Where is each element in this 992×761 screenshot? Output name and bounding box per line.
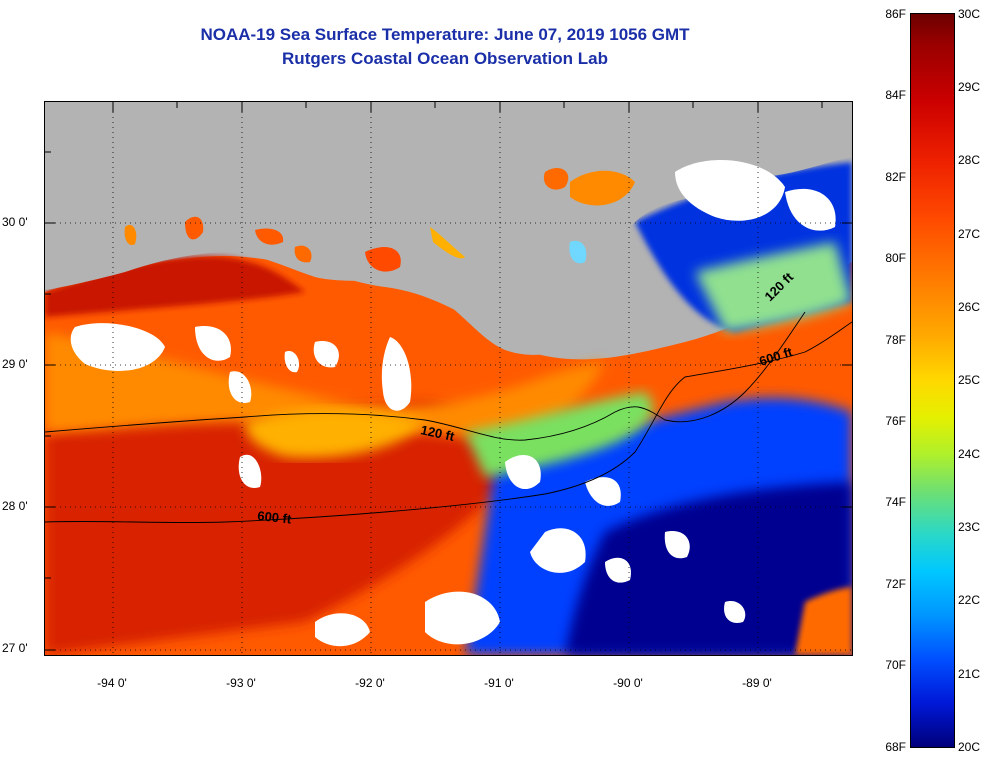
frame-ticks bbox=[45, 102, 852, 651]
colorbar-f-label: 72F bbox=[885, 577, 906, 591]
lon-label: -92 0' bbox=[355, 676, 385, 690]
land-coast bbox=[45, 102, 852, 355]
ocean-coastal-red bbox=[45, 256, 305, 317]
ocean-orange-band bbox=[45, 332, 605, 442]
colorbar-c-label: 24C bbox=[958, 447, 981, 461]
colorbar-f-label: 74F bbox=[885, 495, 906, 509]
lat-label: 30 0' bbox=[2, 215, 28, 229]
lake-5 bbox=[430, 227, 465, 259]
cloud-mask bbox=[70, 160, 836, 647]
colorbar-f-label: 76F bbox=[885, 414, 906, 428]
colorbar-c-label: 25C bbox=[958, 373, 981, 387]
colorbar-f-label: 68F bbox=[885, 740, 906, 754]
colorbar-f-label: 78F bbox=[885, 333, 906, 347]
ocean-cold-core bbox=[565, 482, 852, 655]
colorbar-f-label: 86F bbox=[885, 7, 906, 21]
lake-1 bbox=[124, 224, 137, 246]
colorbar-f-label: 84F bbox=[885, 88, 906, 102]
lake-2 bbox=[185, 216, 204, 240]
contour-label-600-west: 600 ft bbox=[257, 508, 293, 527]
colorbar-c-label: 28C bbox=[958, 153, 981, 167]
lat-label: 29 0' bbox=[2, 357, 28, 371]
colorbar-c-label: 30C bbox=[958, 7, 981, 21]
colorbar-f-label: 80F bbox=[885, 251, 906, 265]
colorbar-c-label: 23C bbox=[958, 520, 981, 534]
colorbar-f-label: 70F bbox=[885, 658, 906, 672]
colorbar-c-label: 29C bbox=[958, 80, 981, 94]
sst-map: 120 ft 600 ft 600 ft 120 ft bbox=[44, 101, 853, 656]
temperature-colorbar bbox=[910, 13, 955, 748]
lake-8 bbox=[569, 240, 587, 264]
colorbar-c-label: 20C bbox=[958, 740, 981, 754]
map-subtitle: Rutgers Coastal Ocean Observation Lab bbox=[282, 49, 608, 68]
colorbar-c-label: 27C bbox=[958, 227, 981, 241]
colorbar-c-label: 21C bbox=[958, 667, 981, 681]
lon-label: -94 0' bbox=[97, 676, 127, 690]
ocean-warm-core bbox=[45, 402, 525, 655]
contour-600ft bbox=[45, 321, 852, 524]
lake-7 bbox=[570, 170, 635, 206]
colorbar-f-label: 82F bbox=[885, 170, 906, 184]
lake-9 bbox=[365, 247, 401, 272]
colorbar-c-label: 26C bbox=[958, 300, 981, 314]
ocean-east-teal bbox=[695, 242, 852, 332]
lon-label: -90 0' bbox=[613, 676, 643, 690]
lat-label: 28 0' bbox=[2, 499, 28, 513]
ocean-se-warm bbox=[795, 587, 852, 655]
colorbar-c-label: 22C bbox=[958, 593, 981, 607]
contour-120ft bbox=[45, 311, 806, 441]
lake-4 bbox=[294, 245, 312, 263]
lon-label: -89 0' bbox=[742, 676, 772, 690]
lake-6 bbox=[543, 167, 569, 190]
lon-label: -91 0' bbox=[484, 676, 514, 690]
ocean-yellow-patch bbox=[245, 408, 425, 458]
lat-label: 27 0' bbox=[2, 641, 28, 655]
lake-3 bbox=[255, 228, 284, 245]
map-title: NOAA-19 Sea Surface Temperature: June 07… bbox=[200, 25, 690, 44]
lon-label: -93 0' bbox=[226, 676, 256, 690]
contour-label-120-west: 120 ft bbox=[419, 422, 456, 444]
graticule bbox=[45, 102, 852, 655]
